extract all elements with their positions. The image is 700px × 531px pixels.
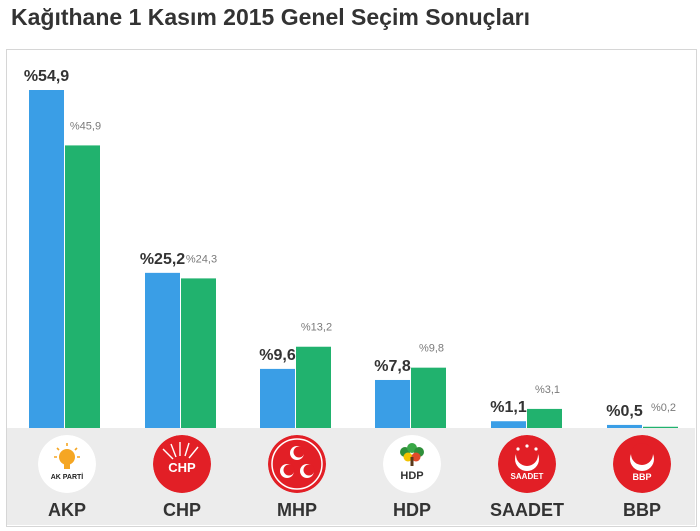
value-label-bbp-current: %0,5 [606, 403, 643, 420]
ak-parti-lightbulb-icon: AK PARTİ [38, 435, 96, 493]
svg-text:HDP: HDP [400, 470, 423, 482]
bar-chp-2015-jun [181, 278, 216, 428]
bar-saadet-2015-jun [527, 408, 562, 428]
value-label-mhp-previous: %13,2 [301, 322, 332, 334]
bar-akp-2015-jun [65, 145, 100, 428]
bar-chp-2015-nov [145, 272, 180, 428]
mhp-three-crescents-icon [268, 435, 326, 493]
value-label-hdp-previous: %9,8 [419, 343, 444, 355]
party-name-chp: CHP [162, 500, 201, 520]
value-label-akp-previous: %45,9 [70, 120, 101, 132]
value-label-saadet-current: %1,1 [490, 399, 527, 416]
value-label-chp-current: %25,2 [140, 251, 185, 268]
bar-mhp-2015-jun [296, 346, 331, 428]
bar-bbp-2015-jun [643, 426, 678, 428]
party-name-mhp: MHP [277, 500, 317, 520]
svg-text:CHP: CHP [168, 460, 196, 475]
chp-six-arrows-icon: CHP [153, 435, 211, 493]
value-label-chp-previous: %24,3 [186, 253, 217, 265]
bar-hdp-2015-jun [411, 367, 446, 428]
bar-saadet-2015-nov [491, 421, 526, 428]
value-label-saadet-previous: %3,1 [535, 384, 560, 396]
bar-mhp-2015-nov [260, 368, 295, 428]
saadet-crescent-stars-icon: SAADET [498, 435, 556, 493]
svg-text:SAADET: SAADET [511, 472, 544, 481]
value-label-hdp-current: %7,8 [374, 358, 411, 375]
svg-text:AK PARTİ: AK PARTİ [51, 473, 84, 481]
bar-akp-2015-nov [29, 90, 64, 428]
bbp-crescent-icon: BBP [613, 435, 671, 493]
value-label-bbp-previous: %0,2 [651, 402, 676, 414]
value-label-mhp-current: %9,6 [259, 347, 296, 364]
svg-text:BBP: BBP [632, 472, 651, 482]
party-name-bbp: BBP [622, 500, 661, 520]
bar-hdp-2015-nov [375, 379, 410, 428]
page-title: Kağıthane 1 Kasım 2015 Genel Seçim Sonuç… [11, 4, 530, 30]
bar-bbp-2015-nov [607, 424, 642, 428]
party-name-hdp: HDP [392, 500, 431, 520]
party-band [7, 428, 695, 525]
party-name-akp: AKP [47, 500, 86, 520]
value-label-akp-current: %54,9 [24, 68, 69, 85]
hdp-tree-icon: HDP [383, 435, 441, 493]
party-name-saadet: SAADET [489, 500, 564, 520]
